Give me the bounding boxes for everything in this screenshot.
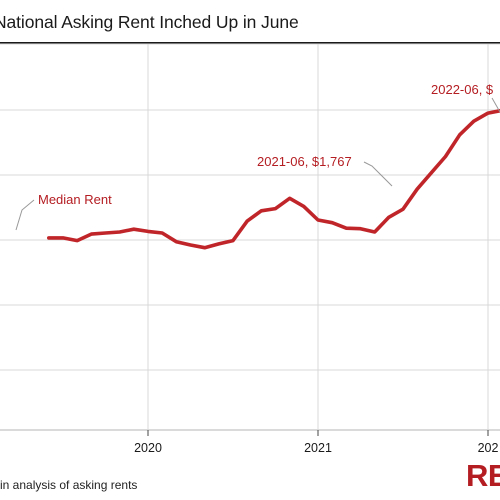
x-tick-label-2: 202 [478, 441, 499, 455]
median-rent-line [47, 108, 500, 250]
series-label-leader [15, 199, 35, 231]
series-label: Median Rent [38, 192, 112, 207]
x-tick-label-1: 2021 [304, 441, 332, 455]
source-note: in analysis of asking rents [0, 478, 138, 492]
callout-2022-label: 2022-06, $ [431, 82, 494, 97]
annotations-layer: Median Rent 2021-06, $1,767 2022-06, $ [15, 82, 500, 231]
title-rule [0, 42, 500, 44]
gridlines [0, 43, 500, 431]
series-layer [47, 108, 500, 250]
brand-logo: RE [466, 458, 500, 493]
x-axis-ticks: 2020 2021 202 [134, 430, 498, 455]
chart-title: National Asking Rent Inched Up in June [0, 12, 299, 32]
callout-2021-leader [363, 161, 393, 187]
callout-2021-label: 2021-06, $1,767 [257, 154, 352, 169]
x-tick-label-0: 2020 [134, 441, 162, 455]
callout-2022-leader [491, 97, 500, 113]
